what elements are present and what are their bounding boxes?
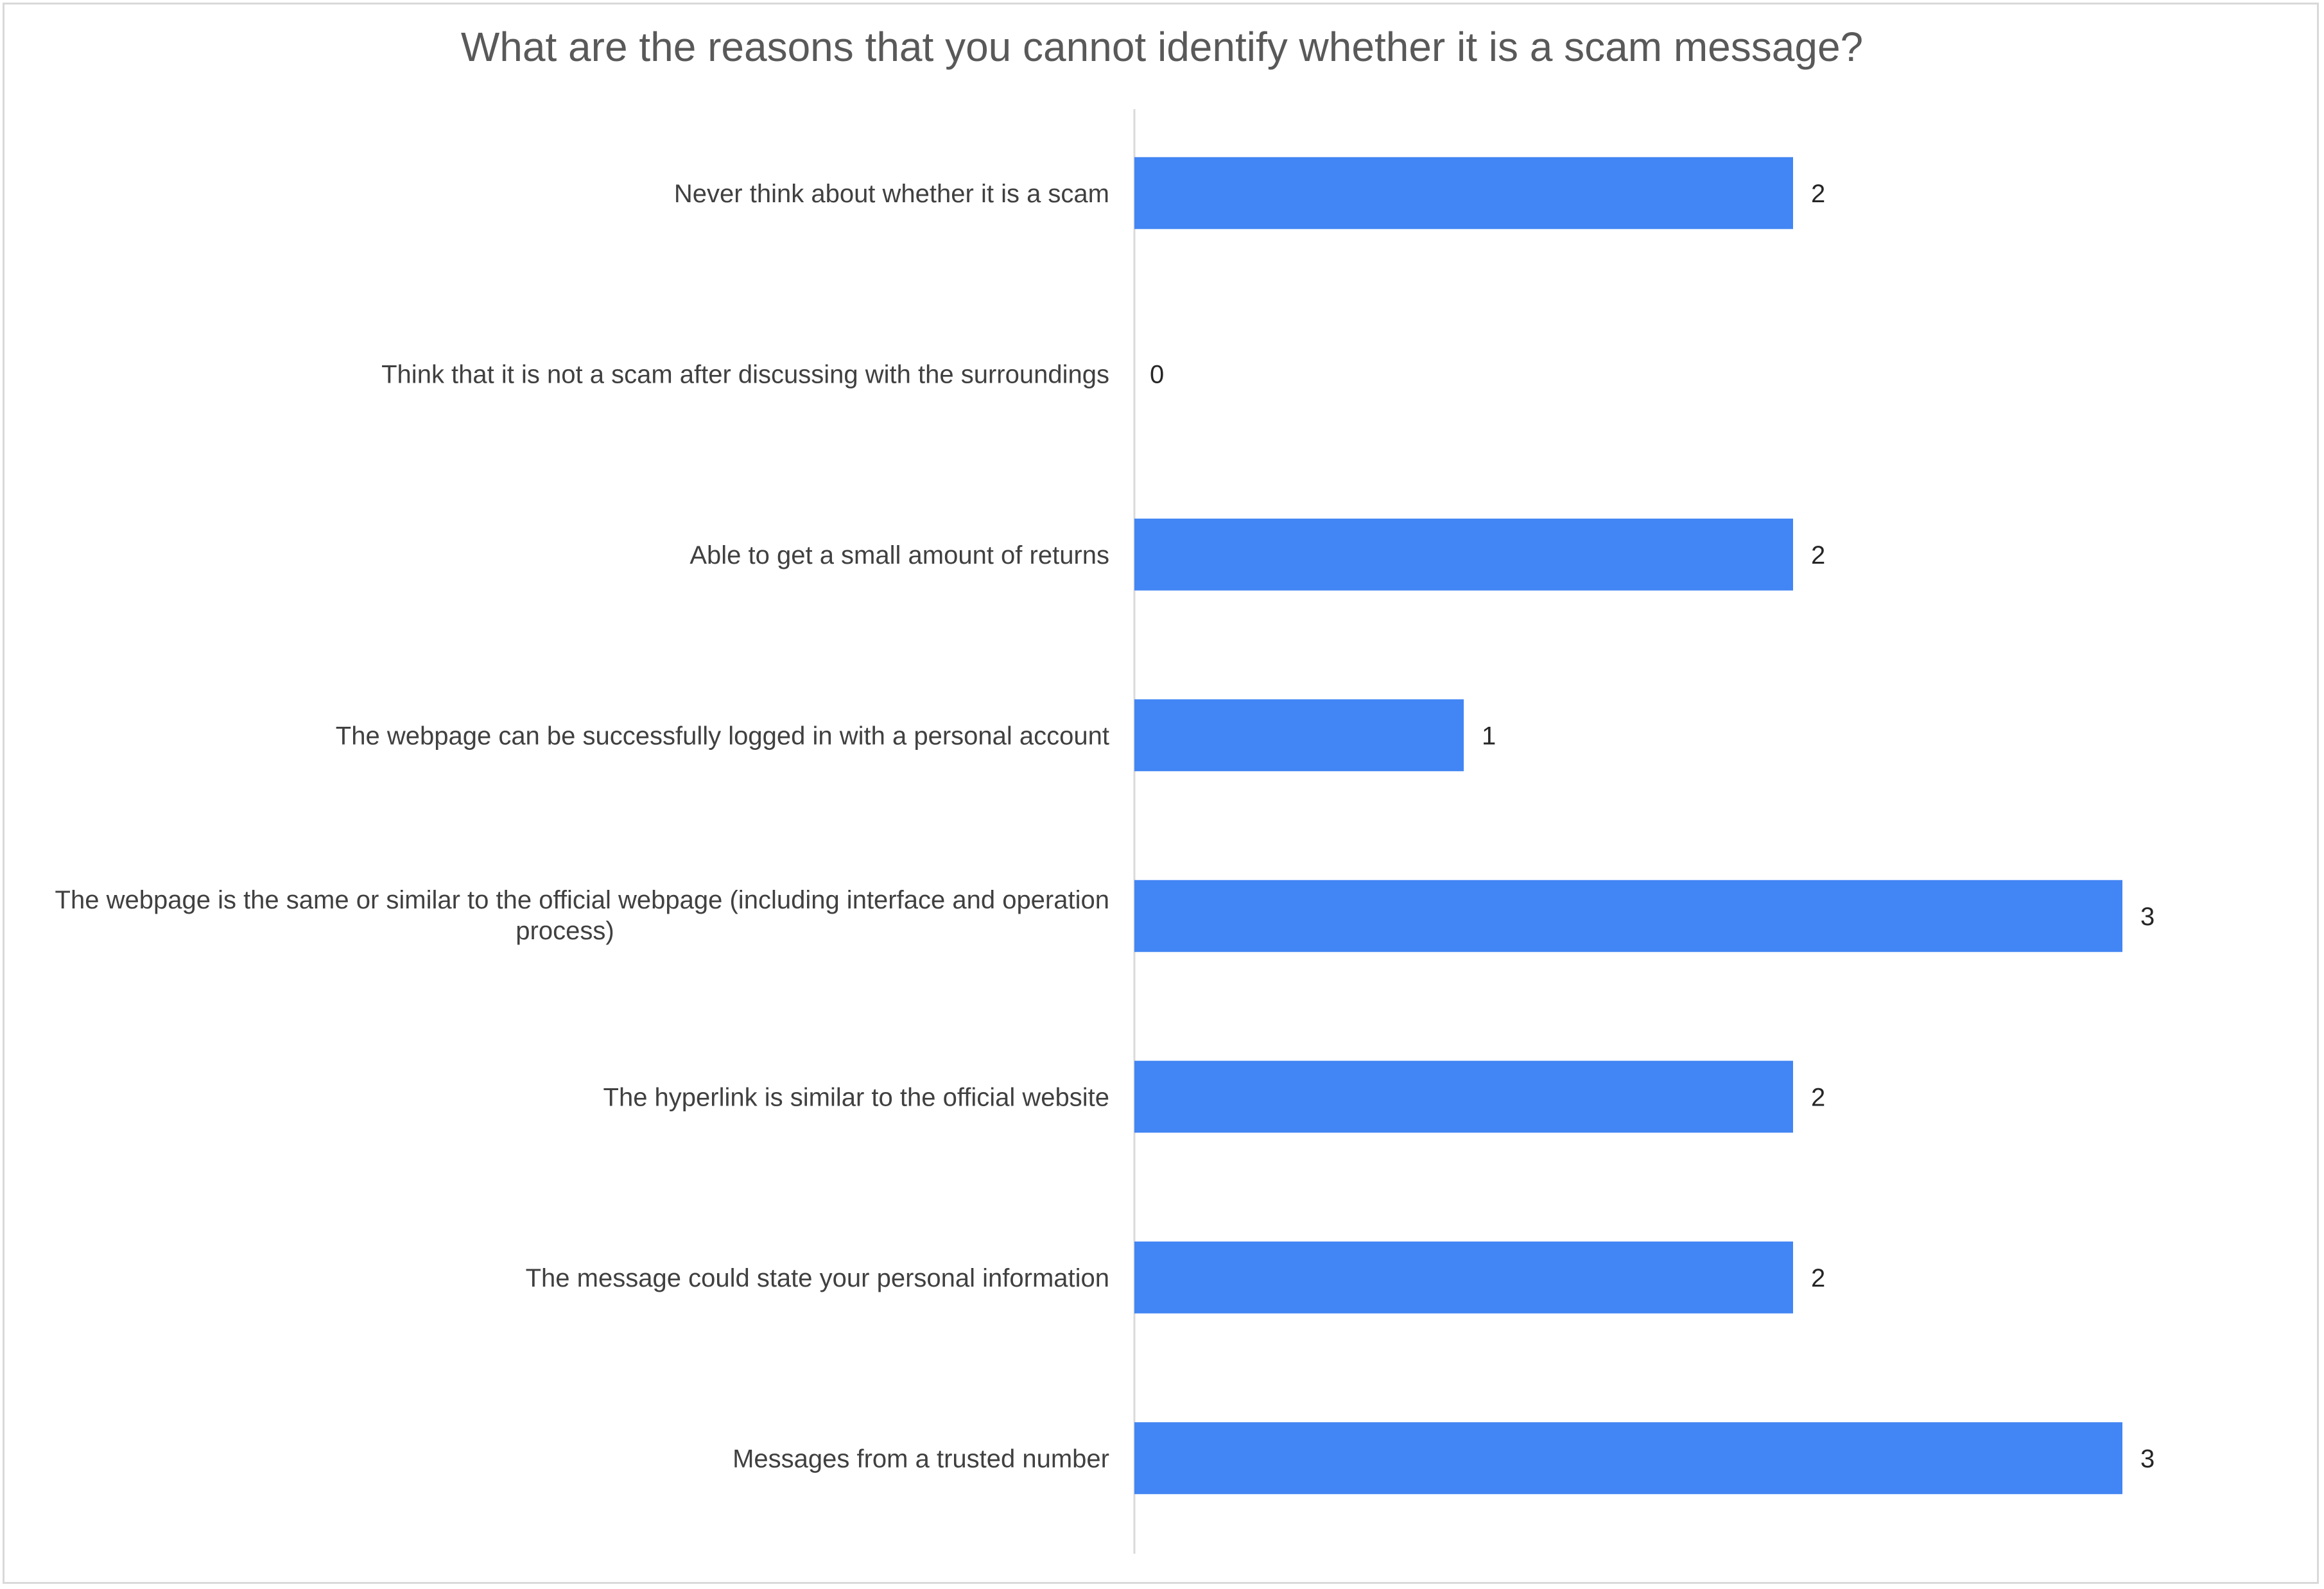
data-label: 2	[1811, 1083, 1825, 1111]
data-label: 1	[1482, 722, 1496, 750]
bar	[1134, 880, 2122, 952]
chart-frame	[3, 3, 2319, 1584]
bar	[1134, 699, 1464, 772]
data-label: 0	[1150, 360, 1164, 388]
bar	[1134, 1422, 2122, 1495]
category-label: The hyperlink is similar to the official…	[603, 1083, 1109, 1111]
category-label: Never think about whether it is a scam	[674, 180, 1109, 208]
category-label: Think that it is not a scam after discus…	[381, 360, 1109, 388]
data-label: 3	[2140, 903, 2155, 931]
data-label: 2	[1811, 1264, 1825, 1292]
data-label: 2	[1811, 541, 1825, 569]
category-label: Able to get a small amount of returns	[689, 541, 1109, 569]
bar	[1134, 157, 1793, 229]
bar	[1134, 1061, 1793, 1133]
category-label: Messages from a trusted number	[733, 1445, 1109, 1473]
data-label: 3	[2140, 1445, 2155, 1473]
data-label: 2	[1811, 180, 1825, 208]
category-label: The message could state your personal in…	[526, 1264, 1109, 1292]
bar	[1134, 1241, 1793, 1314]
chart-title: What are the reasons that you cannot ide…	[460, 24, 1864, 70]
bar	[1134, 518, 1793, 591]
category-label: The webpage can be successfully logged i…	[336, 722, 1109, 750]
category-label: The webpage is the same or similar to th…	[55, 886, 1109, 945]
